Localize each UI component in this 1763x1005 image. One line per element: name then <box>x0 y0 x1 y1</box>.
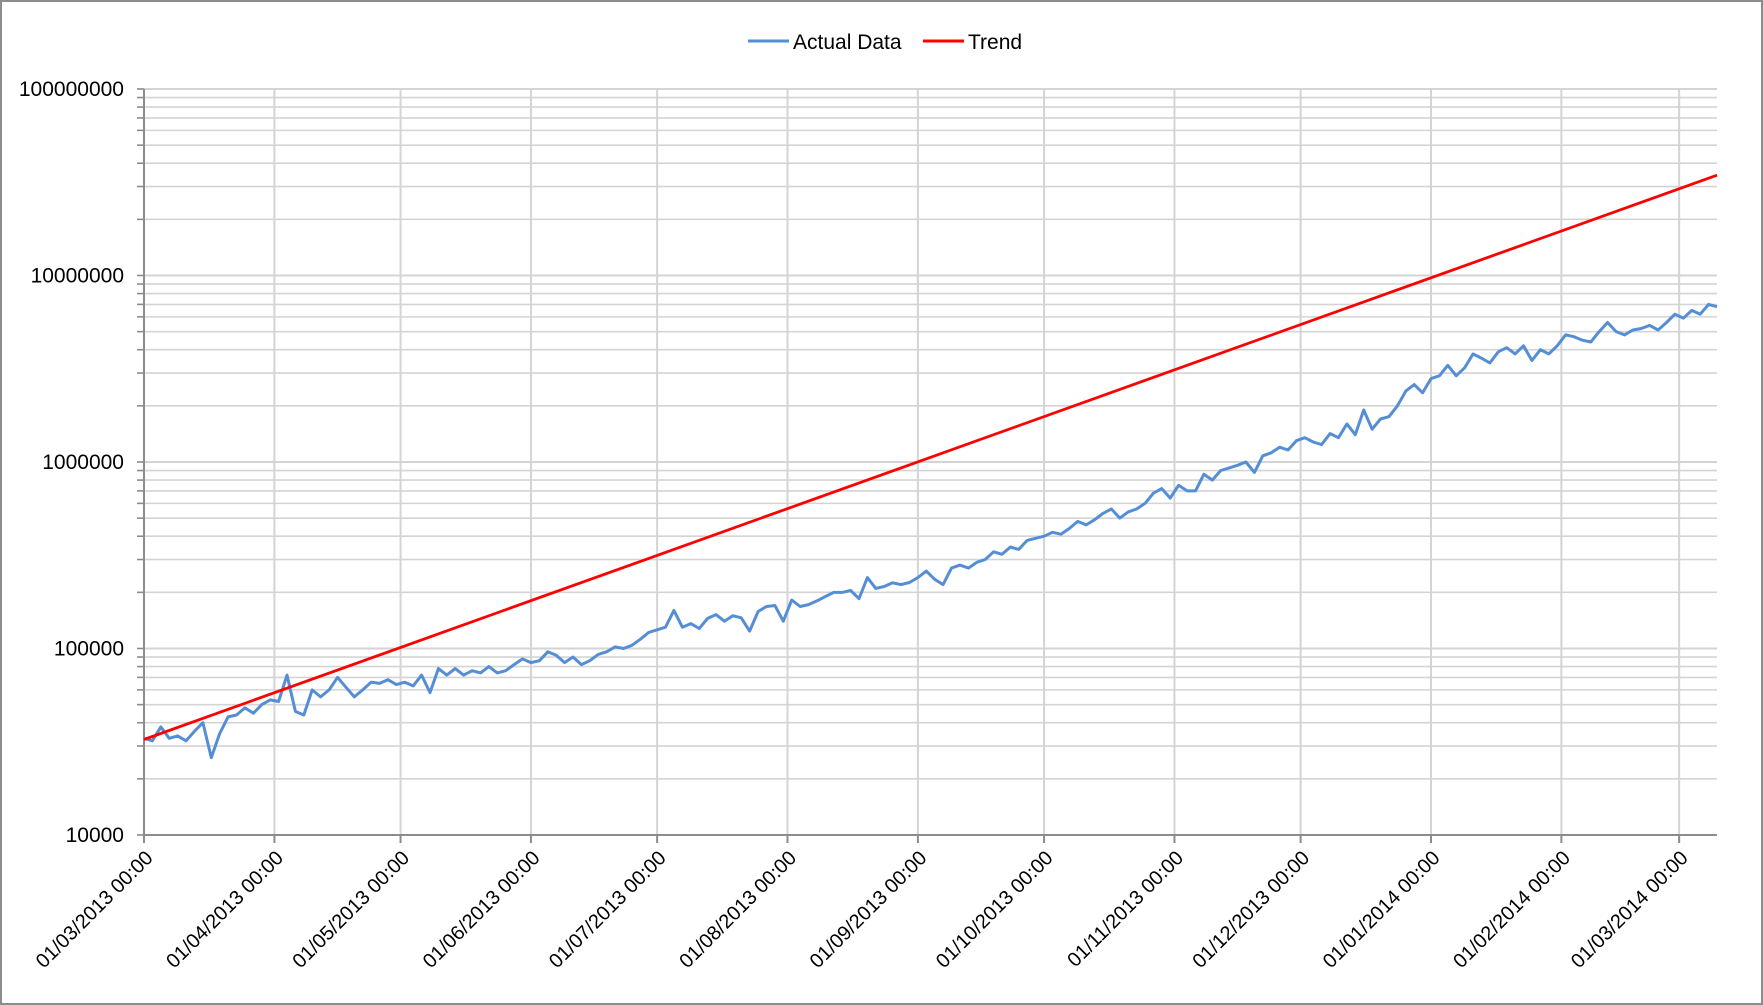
y-tick-label: 10000 <box>66 824 124 847</box>
legend-label-trend: Trend <box>968 31 1022 54</box>
legend-item-actual-data[interactable]: Actual Data <box>748 31 902 54</box>
y-axis-ticks: 10000 100000 1000000 10000000 100000000 <box>19 78 124 847</box>
y-tick-label: 100000 <box>54 638 124 661</box>
x-tick-label: 01/09/2013 00:00 <box>806 847 932 973</box>
x-tick-label: 01/01/2014 00:00 <box>1319 847 1445 973</box>
legend-item-trend[interactable]: Trend <box>923 31 1022 54</box>
axes <box>137 88 1717 843</box>
x-tick-label: 01/02/2014 00:00 <box>1449 847 1575 973</box>
x-tick-label: 01/11/2013 00:00 <box>1063 847 1188 972</box>
grid-lines <box>144 88 1717 836</box>
actual-data-line <box>143 302 1718 760</box>
series-lines <box>143 173 1718 760</box>
legend: Actual Data Trend <box>748 31 1022 54</box>
y-tick-label: 1000000 <box>42 451 124 474</box>
x-tick-label: 01/10/2013 00:00 <box>932 847 1058 973</box>
y-tick-label: 100000000 <box>19 78 124 101</box>
trend-line <box>143 173 1718 741</box>
x-tick-label: 01/03/2014 00:00 <box>1567 847 1693 973</box>
x-tick-label: 01/08/2013 00:00 <box>675 847 801 973</box>
x-tick-label: 01/06/2013 00:00 <box>419 847 545 973</box>
y-tick-label: 10000000 <box>31 265 124 288</box>
x-tick-label: 01/03/2013 00:00 <box>32 847 158 973</box>
x-tick-label: 01/12/2013 00:00 <box>1188 847 1314 973</box>
x-axis-ticks: 01/03/2013 00:00 01/04/2013 00:00 01/05/20… <box>32 847 1693 973</box>
x-tick-label: 01/04/2013 00:00 <box>162 847 288 973</box>
x-tick-label: 01/07/2013 00:00 <box>545 847 671 973</box>
x-tick-label: 01/05/2013 00:00 <box>288 847 414 973</box>
legend-label-actual: Actual Data <box>793 31 902 54</box>
